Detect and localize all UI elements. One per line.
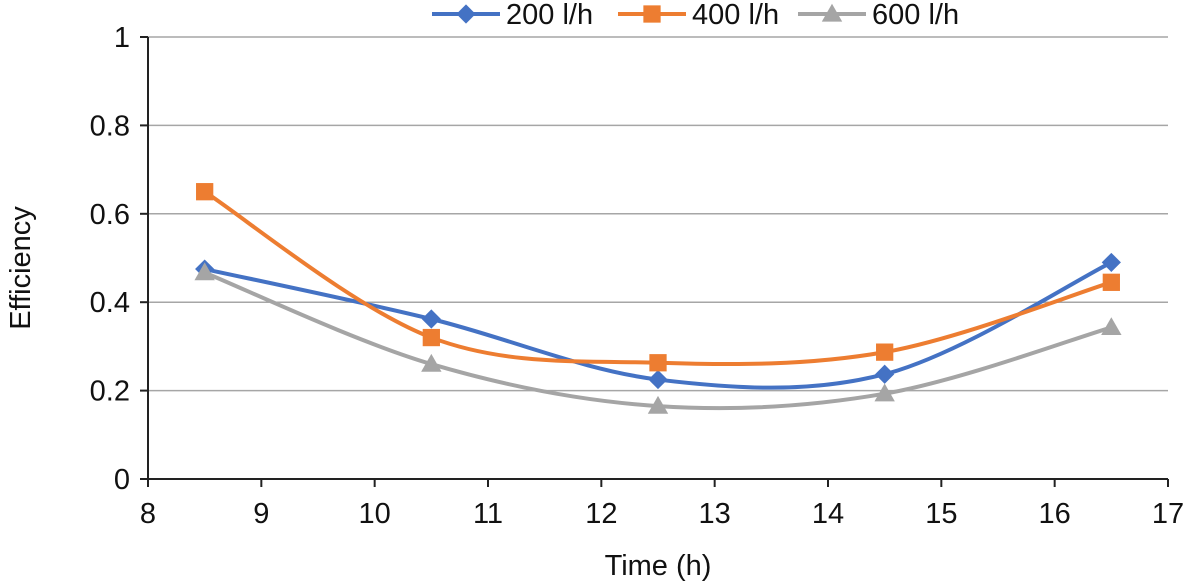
data-point xyxy=(648,369,668,390)
x-tick-label: 8 xyxy=(140,498,156,530)
x-tick-label: 10 xyxy=(359,498,391,530)
x-tick-label: 13 xyxy=(699,498,731,530)
x-tick-label: 17 xyxy=(1152,498,1184,530)
data-point xyxy=(194,262,215,281)
x-tick-label: 12 xyxy=(585,498,617,530)
y-tick-label: 1 xyxy=(114,22,130,54)
data-point xyxy=(875,364,895,384)
data-point xyxy=(421,353,442,372)
x-tick-label: 11 xyxy=(473,498,503,530)
legend-label: 200 l/h xyxy=(506,0,593,31)
legend-item: 400 l/h xyxy=(618,0,779,31)
legend-label: 600 l/h xyxy=(872,0,959,31)
legend-marker xyxy=(821,3,843,22)
y-tick-label: 0.2 xyxy=(90,376,130,408)
series-2 xyxy=(196,183,1120,372)
axis-ticks: 0 0.2 0.4 0.6 0.8 1 8 9 10 11 12 13 14 15 16 17 xyxy=(90,22,1184,530)
data-point xyxy=(1101,252,1121,273)
data-point xyxy=(1102,273,1120,291)
data-point xyxy=(421,309,441,329)
data-point xyxy=(196,183,214,201)
legend-label: 400 l/h xyxy=(692,0,779,31)
legend-marker xyxy=(643,5,661,23)
data-point xyxy=(874,383,895,402)
legend-marker xyxy=(456,4,476,24)
data-point xyxy=(1101,317,1122,336)
data-point xyxy=(649,354,667,372)
x-tick-label: 16 xyxy=(1039,498,1071,530)
y-tick-label: 0.6 xyxy=(90,199,130,231)
data-point xyxy=(422,328,440,347)
gridlines xyxy=(148,36,1168,392)
legend: 200 l/h 400 l/h 600 l/h xyxy=(432,0,959,31)
legend-item: 200 l/h xyxy=(432,0,593,31)
x-tick-label: 9 xyxy=(253,498,269,530)
y-tick-label: 0.4 xyxy=(90,287,130,319)
series-3 xyxy=(194,262,1122,414)
series xyxy=(194,183,1122,414)
x-axis-title: Time (h) xyxy=(605,550,712,582)
y-tick-label: 0.8 xyxy=(90,110,130,142)
y-axis-title: Efficiency xyxy=(5,206,37,330)
data-point xyxy=(876,343,894,361)
legend-item: 600 l/h xyxy=(798,0,959,31)
axes xyxy=(147,37,1168,480)
data-point xyxy=(647,395,669,414)
x-tick-label: 14 xyxy=(812,498,844,530)
y-tick-label: 0 xyxy=(114,464,130,496)
x-tick-label: 15 xyxy=(925,498,957,530)
